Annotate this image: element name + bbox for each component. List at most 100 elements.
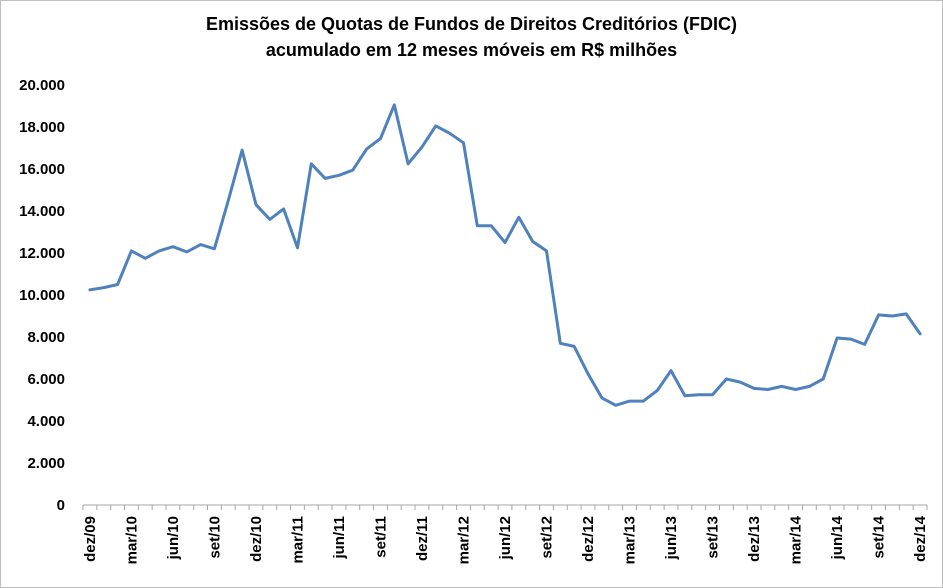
x-tick-label: jun/11: [331, 516, 348, 560]
data-point: [406, 162, 410, 165]
data-point: [655, 389, 659, 392]
series-line: [88, 103, 922, 407]
data-point: [697, 393, 700, 396]
x-tick-label: dez/12: [580, 516, 597, 562]
data-point: [157, 249, 161, 253]
x-tick-label: dez/09: [82, 516, 99, 562]
x-tick-label: set/10: [206, 516, 223, 559]
data-point: [130, 249, 133, 253]
data-point: [891, 314, 894, 318]
data-point: [213, 247, 216, 250]
y-tick-label: 8.000: [27, 329, 65, 346]
x-tick-label: dez/13: [746, 516, 763, 562]
chart-subtitle: acumulado em 12 meses móveis em R$ milhõ…: [265, 40, 678, 60]
data-point: [559, 342, 562, 345]
x-tick-label: jun/12: [497, 516, 514, 560]
data-point: [918, 332, 922, 336]
x-tick-label: dez/14: [912, 515, 929, 562]
data-point: [642, 399, 645, 403]
data-point: [434, 124, 438, 128]
data-point: [683, 394, 687, 397]
series-group: [88, 103, 922, 407]
x-tick-label: mar/13: [622, 516, 639, 564]
data-point: [531, 240, 534, 243]
y-tick-label: 14.000: [19, 203, 65, 220]
data-point: [725, 377, 728, 381]
data-point: [808, 385, 811, 388]
data-point: [849, 337, 853, 341]
data-point: [489, 224, 493, 227]
x-tick-label: set/11: [372, 516, 389, 558]
data-point: [268, 218, 271, 221]
data-point: [88, 288, 92, 291]
data-point: [669, 369, 673, 372]
data-point: [545, 249, 548, 253]
data-point: [323, 177, 327, 180]
data-point: [822, 377, 825, 381]
x-tick-label: jun/13: [663, 516, 680, 560]
x-tick-label: set/13: [705, 516, 722, 559]
data-point: [462, 141, 465, 144]
y-tick-label: 6.000: [27, 371, 65, 388]
data-point: [337, 174, 341, 177]
data-point: [310, 162, 313, 165]
data-point: [877, 313, 880, 317]
y-tick-label: 2.000: [27, 455, 65, 472]
data-point: [586, 372, 590, 375]
data-point: [102, 286, 105, 289]
x-tick-label: mar/12: [455, 516, 472, 564]
x-tick-label: mar/10: [123, 516, 140, 564]
data-point: [600, 396, 604, 400]
y-tick-label: 18.000: [19, 119, 65, 136]
y-tick-label: 16.000: [19, 161, 65, 178]
y-tick-label: 20.000: [19, 77, 65, 94]
x-tick-label: jun/14: [829, 515, 846, 560]
data-point: [503, 241, 507, 244]
data-point: [752, 387, 756, 390]
data-point: [240, 148, 244, 152]
y-tick-label: 12.000: [19, 245, 65, 262]
data-point: [420, 145, 424, 149]
data-point: [254, 203, 258, 206]
data-point: [393, 103, 396, 107]
data-point: [296, 246, 299, 249]
data-point: [572, 345, 576, 348]
data-point: [227, 199, 230, 202]
x-tick-label: mar/11: [289, 516, 306, 564]
y-tick-label: 4.000: [27, 413, 65, 430]
chart-title: Emissões de Quotas de Fundos de Direitos…: [205, 14, 738, 34]
x-tick-label: jun/10: [165, 516, 182, 560]
data-point: [794, 388, 797, 391]
data-point: [116, 283, 119, 286]
y-tick-label: 10.000: [19, 287, 65, 304]
data-point: [476, 224, 479, 227]
data-point: [905, 312, 908, 316]
data-point: [185, 250, 188, 254]
data-point: [171, 245, 175, 248]
data-point: [351, 168, 355, 172]
data-point: [863, 343, 866, 346]
x-tick-label: set/14: [871, 515, 888, 558]
data-point: [144, 257, 147, 260]
x-tick-label: dez/10: [248, 516, 265, 562]
data-point: [766, 388, 770, 391]
x-tick-label: mar/14: [788, 515, 805, 564]
data-point: [448, 132, 451, 135]
data-point: [780, 385, 783, 388]
data-point: [614, 404, 617, 407]
data-point: [365, 147, 368, 151]
data-point: [739, 380, 742, 384]
data-point: [628, 399, 631, 403]
x-tick-label: dez/11: [414, 516, 431, 561]
data-point: [517, 216, 521, 219]
data-point: [379, 137, 382, 140]
data-point: [835, 336, 839, 340]
y-tick-label: 0: [57, 497, 65, 514]
x-tick-label: set/12: [539, 516, 556, 559]
x-axis: dez/09 mar/10 jun/10 set/10 dez/10 mar/11 jun/…: [82, 504, 929, 564]
data-point: [711, 393, 714, 396]
y-axis: 0 2.000 4.000 6.000 8.000 10.000 12.000 14.000 1…: [19, 77, 65, 514]
data-point: [199, 243, 202, 246]
